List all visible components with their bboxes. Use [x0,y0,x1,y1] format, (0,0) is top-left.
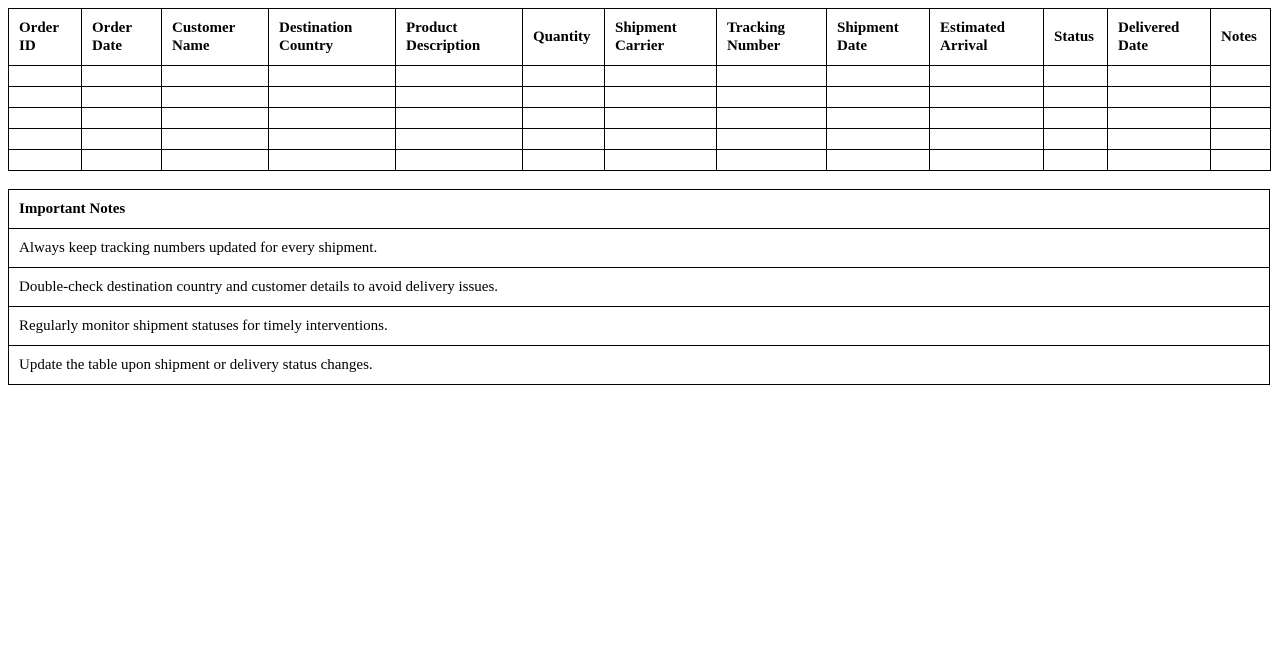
table-row [8,65,1271,87]
table-cell[interactable] [1107,65,1211,87]
table-cell[interactable] [395,107,523,129]
column-header: Delivered Date [1107,8,1211,66]
table-cell[interactable] [1043,65,1108,87]
column-header: Shipment Carrier [604,8,717,66]
table-cell[interactable] [1043,128,1108,150]
shipment-table: Order ID Order Date Customer Name Destin… [8,8,1271,171]
note-row: Double-check destination country and cus… [8,267,1270,307]
column-header: Quantity [522,8,605,66]
table-cell[interactable] [8,149,82,171]
column-header: Shipment Date [826,8,930,66]
table-cell[interactable] [8,86,82,108]
table-cell[interactable] [604,65,717,87]
table-row [8,128,1271,150]
table-cell[interactable] [1107,107,1211,129]
table-cell[interactable] [81,149,162,171]
note-row: Update the table upon shipment or delive… [8,345,1270,385]
column-header: Customer Name [161,8,269,66]
table-cell[interactable] [1210,107,1271,129]
table-cell[interactable] [604,149,717,171]
table-cell[interactable] [161,149,269,171]
table-cell[interactable] [604,128,717,150]
table-cell[interactable] [8,128,82,150]
note-text: Update the table upon shipment or delive… [8,345,1270,385]
table-cell[interactable] [81,86,162,108]
table-cell[interactable] [161,65,269,87]
table-cell[interactable] [395,65,523,87]
table-cell[interactable] [929,107,1044,129]
table-cell[interactable] [268,107,396,129]
table-cell[interactable] [8,107,82,129]
table-cell[interactable] [1107,86,1211,108]
header-row: Order ID Order Date Customer Name Destin… [8,8,1271,66]
table-cell[interactable] [522,107,605,129]
table-cell[interactable] [81,107,162,129]
table-cell[interactable] [1210,86,1271,108]
note-text: Double-check destination country and cus… [8,267,1270,307]
table-cell[interactable] [604,86,717,108]
table-cell[interactable] [268,149,396,171]
table-cell[interactable] [1043,107,1108,129]
table-cell[interactable] [716,149,827,171]
table-cell[interactable] [522,128,605,150]
column-header: Tracking Number [716,8,827,66]
column-header: Product Description [395,8,523,66]
table-row [8,86,1271,108]
table-cell[interactable] [929,86,1044,108]
table-cell[interactable] [826,107,930,129]
table-cell[interactable] [395,149,523,171]
important-notes-table: Important Notes Always keep tracking num… [8,189,1270,385]
table-cell[interactable] [161,107,269,129]
table-cell[interactable] [268,86,396,108]
table-cell[interactable] [522,149,605,171]
table-cell[interactable] [826,86,930,108]
table-cell[interactable] [716,86,827,108]
table-cell[interactable] [1210,128,1271,150]
table-cell[interactable] [1107,149,1211,171]
table-cell[interactable] [1107,128,1211,150]
table-row [8,107,1271,129]
table-cell[interactable] [716,65,827,87]
column-header: Destination Country [268,8,396,66]
note-text: Regularly monitor shipment statuses for … [8,306,1270,346]
table-cell[interactable] [522,65,605,87]
notes-title: Important Notes [8,189,1270,229]
table-cell[interactable] [8,65,82,87]
column-header: Order ID [8,8,82,66]
table-cell[interactable] [1043,86,1108,108]
table-cell[interactable] [268,128,396,150]
table-cell[interactable] [161,128,269,150]
table-cell[interactable] [929,128,1044,150]
table-cell[interactable] [929,149,1044,171]
table-row [8,149,1271,171]
shipment-table-body [8,65,1271,171]
table-cell[interactable] [395,128,523,150]
column-header: Status [1043,8,1108,66]
table-cell[interactable] [604,107,717,129]
column-header: Estimated Arrival [929,8,1044,66]
table-cell[interactable] [395,86,523,108]
note-row: Regularly monitor shipment statuses for … [8,306,1270,346]
table-cell[interactable] [716,107,827,129]
table-cell[interactable] [81,128,162,150]
table-cell[interactable] [161,86,269,108]
table-cell[interactable] [1210,149,1271,171]
table-cell[interactable] [268,65,396,87]
table-cell[interactable] [716,128,827,150]
table-cell[interactable] [929,65,1044,87]
table-cell[interactable] [826,149,930,171]
table-cell[interactable] [826,128,930,150]
table-cell[interactable] [81,65,162,87]
table-cell[interactable] [1210,65,1271,87]
table-cell[interactable] [522,86,605,108]
column-header: Notes [1210,8,1271,66]
table-cell[interactable] [826,65,930,87]
table-cell[interactable] [1043,149,1108,171]
notes-header-row: Important Notes [8,189,1270,229]
note-text: Always keep tracking numbers updated for… [8,228,1270,268]
column-header: Order Date [81,8,162,66]
note-row: Always keep tracking numbers updated for… [8,228,1270,268]
